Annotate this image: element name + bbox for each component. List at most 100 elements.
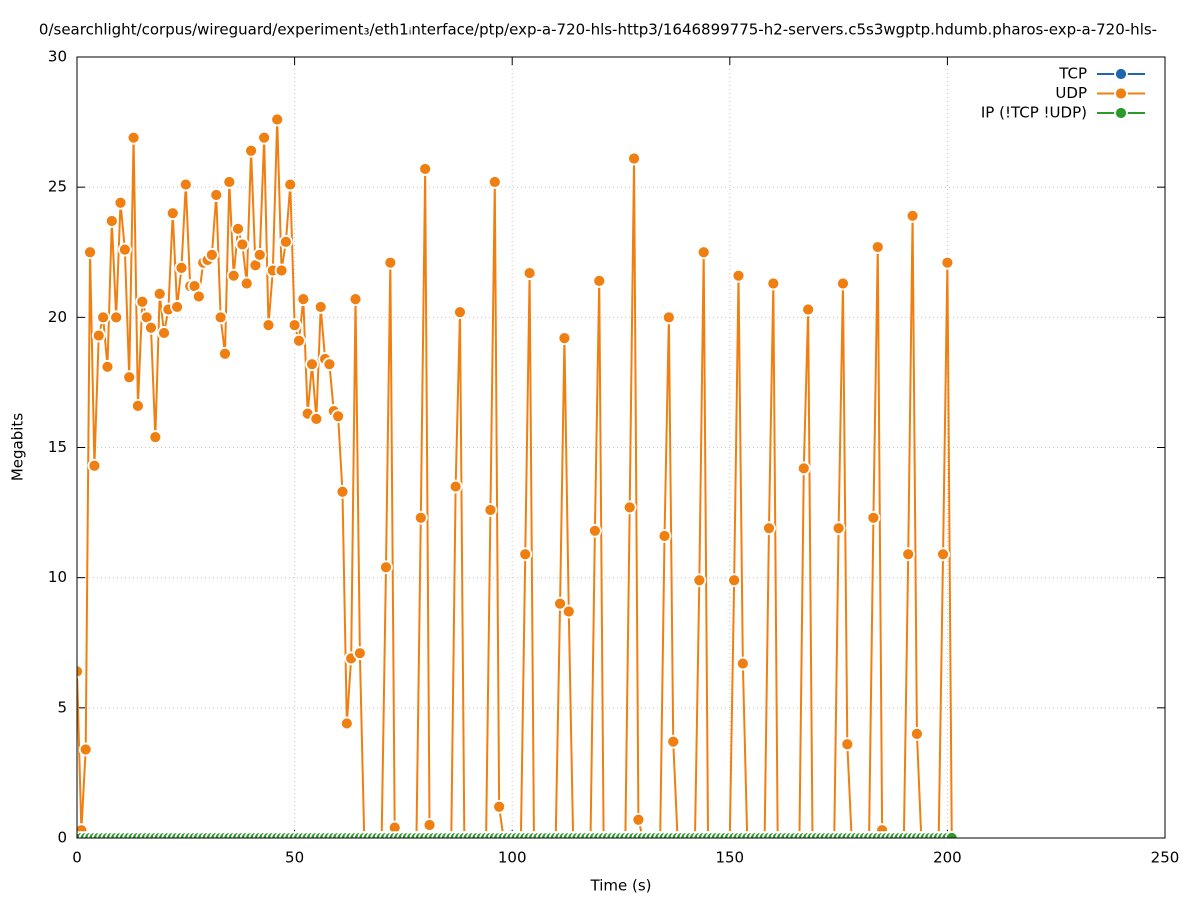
data-point xyxy=(910,726,924,741)
data-point xyxy=(109,310,124,325)
legend-label: IP (!TCP !UDP) xyxy=(981,104,1087,122)
data-point xyxy=(178,177,193,192)
legend-label: UDP xyxy=(1055,84,1087,102)
data-point xyxy=(148,430,163,444)
data-point xyxy=(840,737,855,752)
data-point xyxy=(735,656,750,671)
data-point xyxy=(91,328,106,343)
plot-area xyxy=(77,112,959,838)
data-point xyxy=(305,357,319,372)
data-point xyxy=(418,162,433,176)
series-line xyxy=(77,119,953,838)
data-point xyxy=(131,398,145,413)
x-tick-label: 50 xyxy=(285,849,304,867)
data-point xyxy=(553,596,567,611)
data-point xyxy=(191,289,206,304)
data-point xyxy=(557,331,572,346)
data-point xyxy=(422,818,437,832)
data-point xyxy=(252,247,267,262)
data-point xyxy=(322,357,337,372)
data-point xyxy=(309,411,324,426)
data-point xyxy=(165,206,180,221)
y-tick-label: 0 xyxy=(57,829,67,847)
data-point xyxy=(492,799,507,814)
data-point xyxy=(831,521,846,536)
data-point xyxy=(122,370,137,385)
data-point xyxy=(331,409,346,424)
x-tick-label: 200 xyxy=(933,849,962,867)
data-point xyxy=(174,260,189,275)
data-point xyxy=(413,510,428,525)
data-point xyxy=(335,484,350,499)
data-point xyxy=(870,240,885,254)
data-point xyxy=(113,195,128,210)
data-point xyxy=(627,151,641,166)
data-point xyxy=(83,245,97,260)
x-tick-label: 0 xyxy=(72,849,82,867)
x-tick-label: 100 xyxy=(498,849,527,867)
data-point xyxy=(866,510,881,525)
data-point xyxy=(731,268,746,283)
data-point xyxy=(283,177,298,192)
data-point xyxy=(235,237,250,252)
data-point xyxy=(152,287,167,301)
x-tick-label: 150 xyxy=(715,849,744,867)
data-point xyxy=(296,292,311,307)
data-point xyxy=(257,130,272,145)
data-point xyxy=(270,112,285,127)
data-point xyxy=(587,523,602,538)
data-point xyxy=(836,276,850,291)
data-point xyxy=(522,266,537,280)
data-point xyxy=(313,300,328,314)
data-point xyxy=(274,263,289,278)
data-point xyxy=(117,242,132,257)
data-point xyxy=(453,305,467,320)
data-point xyxy=(379,560,393,575)
y-tick-label: 20 xyxy=(48,308,67,326)
grid: 0 5 10 15 20 25 30 0 50 100 150 200 250 xyxy=(48,48,1179,867)
data-point xyxy=(383,255,398,270)
data-point xyxy=(561,604,576,619)
data-point xyxy=(661,310,676,325)
y-tick-label: 5 xyxy=(57,698,67,716)
x-axis-label: Time (s) xyxy=(590,877,652,895)
data-point xyxy=(762,521,776,536)
data-point xyxy=(692,573,707,588)
data-point xyxy=(352,646,367,661)
legend-marker xyxy=(1114,67,1128,81)
data-point xyxy=(96,310,111,325)
data-point xyxy=(231,221,245,236)
data-point xyxy=(135,294,150,309)
data-point xyxy=(483,503,498,517)
data-point xyxy=(487,175,502,189)
y-tick-label: 25 xyxy=(48,178,67,196)
data-point xyxy=(170,300,184,314)
data-point xyxy=(796,461,811,476)
data-point xyxy=(696,245,711,260)
x-tick-label: 250 xyxy=(1151,849,1180,867)
plot-frame xyxy=(76,56,1166,839)
data-point xyxy=(226,268,241,283)
data-point xyxy=(666,734,681,749)
y-tick-label: 30 xyxy=(48,48,67,66)
data-point xyxy=(448,479,463,494)
data-point xyxy=(239,276,254,291)
data-point xyxy=(518,547,533,562)
data-point xyxy=(287,318,302,333)
data-point xyxy=(157,326,171,340)
data-point xyxy=(339,716,354,731)
data-point xyxy=(592,273,607,288)
data-point xyxy=(209,188,224,202)
data-point xyxy=(244,143,258,158)
data-point xyxy=(205,247,219,262)
data-point xyxy=(77,664,84,679)
data-point xyxy=(261,318,276,333)
data-point xyxy=(348,292,363,307)
y-tick-label: 15 xyxy=(48,438,67,456)
y-axis-label: Megabits xyxy=(9,413,27,481)
data-point xyxy=(222,175,237,189)
legend-label: TCP xyxy=(1058,65,1087,83)
data-point xyxy=(657,529,672,543)
data-point xyxy=(218,346,232,361)
